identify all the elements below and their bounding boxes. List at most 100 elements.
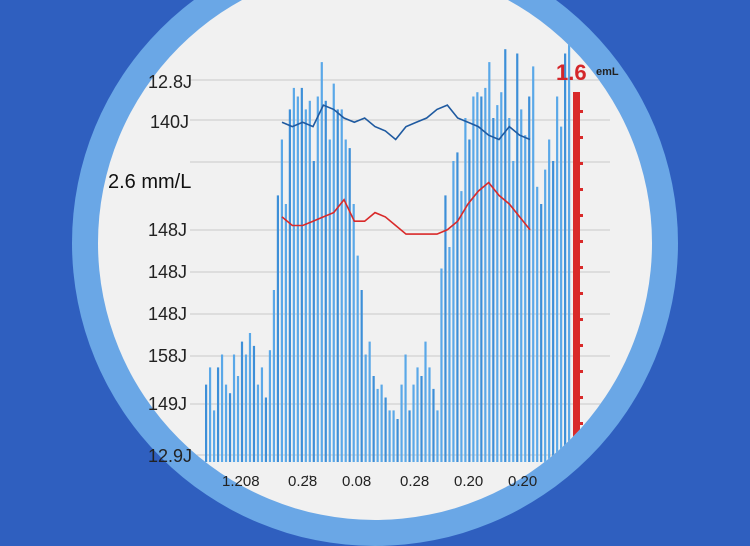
y-tick-label: 140J xyxy=(150,112,189,132)
bar xyxy=(440,268,443,462)
bar xyxy=(272,290,276,462)
bars xyxy=(205,32,571,463)
overlay-line xyxy=(281,104,531,141)
annotation-tick xyxy=(578,188,583,191)
bar xyxy=(320,62,323,462)
bar xyxy=(460,191,463,462)
annotation-tick xyxy=(578,318,583,321)
bar xyxy=(360,290,363,462)
bar xyxy=(284,204,287,462)
bar xyxy=(228,393,232,462)
bar xyxy=(476,92,479,462)
bar xyxy=(376,388,379,462)
bar xyxy=(388,410,391,462)
annotation-tick xyxy=(578,396,583,399)
bar xyxy=(536,186,539,463)
annotation-tick xyxy=(578,292,583,295)
bar xyxy=(548,139,551,462)
bar xyxy=(340,109,343,463)
bar xyxy=(220,354,224,462)
bar xyxy=(452,161,455,462)
bar xyxy=(316,96,319,462)
bar xyxy=(380,384,383,462)
bar xyxy=(444,195,447,462)
grid-lines xyxy=(190,79,610,456)
annotation-tick xyxy=(578,422,583,425)
bar xyxy=(396,419,399,462)
bar xyxy=(276,195,279,462)
bar xyxy=(260,367,264,462)
bar xyxy=(516,53,519,462)
annotation-unit: emL xyxy=(596,66,619,78)
bar xyxy=(428,367,431,462)
bar xyxy=(456,152,459,462)
chart-face xyxy=(98,0,652,520)
bar xyxy=(556,96,559,462)
bar xyxy=(216,367,220,462)
bar xyxy=(448,247,451,462)
bar xyxy=(416,367,419,462)
bar xyxy=(524,135,527,462)
bar xyxy=(420,376,423,462)
bar xyxy=(312,161,315,462)
bar xyxy=(500,92,503,462)
annotation-tick xyxy=(578,266,583,269)
y-tick-label: 148J xyxy=(148,304,187,324)
bar xyxy=(236,376,240,462)
bar xyxy=(512,161,515,462)
bar xyxy=(488,62,491,462)
bar xyxy=(344,139,347,462)
overlay-lines xyxy=(281,104,531,235)
y-tick-label: 149J xyxy=(148,394,187,414)
bar xyxy=(288,109,291,463)
bar xyxy=(528,96,531,462)
x-tick-label: 0.28 xyxy=(400,473,429,490)
bar xyxy=(240,341,244,462)
bar xyxy=(224,384,228,462)
bar xyxy=(205,384,208,462)
bar xyxy=(408,410,411,462)
bar xyxy=(520,109,523,463)
bar xyxy=(300,87,303,463)
bar xyxy=(552,161,555,462)
y-tick-label: 148J xyxy=(148,262,187,282)
bar xyxy=(564,53,567,462)
bar xyxy=(368,341,371,462)
bar xyxy=(296,96,299,462)
bar xyxy=(540,204,543,462)
x-tick-label: 0.20 xyxy=(508,473,537,490)
y-tick-label: 158J xyxy=(148,346,187,366)
bar xyxy=(400,384,403,462)
x-tick-label: 1.208 xyxy=(222,473,260,490)
bar xyxy=(348,148,351,462)
bar xyxy=(484,87,487,463)
y-tick-label: 12.8J xyxy=(148,72,192,92)
bar xyxy=(208,367,212,462)
annotation-tick xyxy=(578,136,583,139)
x-tick-label: 0.08 xyxy=(342,473,371,490)
bar xyxy=(496,105,499,462)
annotation-tick xyxy=(578,370,583,373)
bar xyxy=(264,397,268,462)
annotation-tick xyxy=(578,214,583,217)
annotation-value: 1.6 xyxy=(556,60,587,85)
bar xyxy=(256,384,260,462)
bar xyxy=(324,100,327,463)
bar xyxy=(464,118,467,462)
bar xyxy=(352,204,355,462)
bar xyxy=(436,410,439,462)
y-tick-label: 148J xyxy=(148,220,187,240)
overlay-line xyxy=(281,181,531,235)
bar xyxy=(568,32,571,462)
bar xyxy=(328,139,331,462)
bar xyxy=(356,255,359,462)
bar xyxy=(268,350,272,462)
bar xyxy=(384,397,387,462)
bar xyxy=(332,83,335,462)
annotation-tick xyxy=(578,162,583,165)
bar xyxy=(424,341,427,462)
bar xyxy=(492,118,495,462)
bar xyxy=(364,354,367,462)
annotation-tick xyxy=(578,344,583,347)
y-axis-label: 2.6 mm/L xyxy=(108,171,191,193)
